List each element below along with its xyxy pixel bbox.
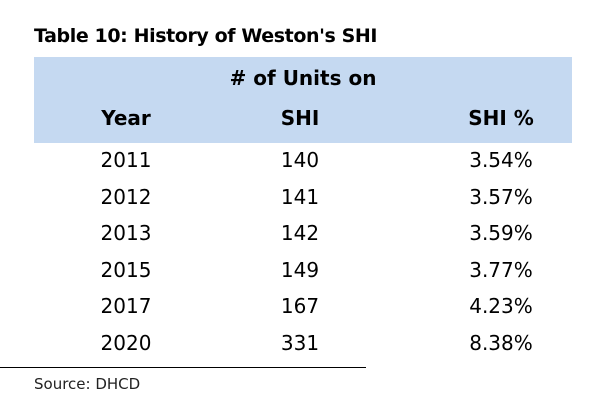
- cell-year: 2017: [100, 294, 152, 318]
- table-row: 2015 149 3.77%: [34, 253, 572, 290]
- cell-shi-percent: 3.77%: [469, 257, 533, 282]
- table-title: Table 10: History of Weston's SHI: [34, 25, 378, 47]
- cell-units: 331: [280, 330, 320, 355]
- cell-shi-percent: 4.23%: [469, 294, 533, 318]
- cell-shi-percent: 3.57%: [469, 184, 533, 209]
- table-body: 2011 140 3.54% 2012 141 3.57% 2013 142 3…: [34, 143, 572, 362]
- column-header-year: Year: [101, 106, 151, 130]
- table-row: 2017 167 4.23%: [34, 289, 572, 326]
- shi-history-table: # of Units on Year SHI SHI % 2011 140 3.…: [34, 57, 572, 362]
- cell-units: 141: [280, 184, 320, 209]
- cell-shi-percent: 3.59%: [469, 221, 533, 245]
- source-note: Source: DHCD: [34, 375, 141, 393]
- table-row: 2012 141 3.57%: [34, 180, 572, 217]
- cell-units: 142: [280, 221, 320, 245]
- table-bottom-rule: [0, 367, 366, 368]
- cell-shi-percent: 3.54%: [469, 148, 533, 172]
- cell-year: 2015: [100, 257, 152, 282]
- cell-units: 167: [280, 294, 320, 318]
- header-group-label: # of Units on: [229, 66, 377, 90]
- table-row: 2013 142 3.59%: [34, 216, 572, 253]
- table-header: # of Units on Year SHI SHI %: [34, 57, 572, 143]
- cell-year: 2020: [100, 330, 152, 355]
- cell-year: 2012: [100, 184, 152, 209]
- cell-units: 140: [280, 148, 320, 172]
- cell-shi-percent: 8.38%: [469, 330, 533, 355]
- column-header-shi-percent: SHI %: [468, 106, 534, 130]
- table-row: 2011 140 3.54%: [34, 143, 572, 180]
- cell-year: 2011: [100, 148, 152, 172]
- column-header-units: SHI: [280, 106, 320, 130]
- cell-units: 149: [280, 257, 320, 282]
- table-row: 2020 331 8.38%: [34, 326, 572, 363]
- cell-year: 2013: [100, 221, 152, 245]
